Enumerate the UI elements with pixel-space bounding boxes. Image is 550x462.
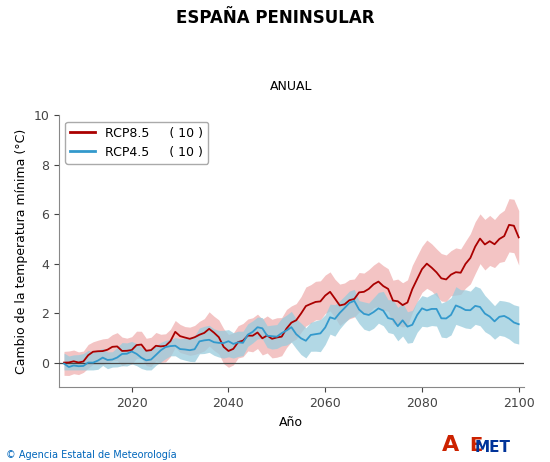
Text: © Agencia Estatal de Meteorología: © Agencia Estatal de Meteorología — [6, 449, 176, 460]
X-axis label: Año: Año — [279, 415, 304, 429]
Legend: RCP8.5     ( 10 ), RCP4.5     ( 10 ): RCP8.5 ( 10 ), RCP4.5 ( 10 ) — [65, 122, 208, 164]
Text: ESPAÑA PENINSULAR: ESPAÑA PENINSULAR — [176, 9, 374, 27]
Y-axis label: Cambio de la temperatura mínima (°C): Cambio de la temperatura mínima (°C) — [15, 128, 28, 374]
Text: E: E — [469, 436, 482, 455]
Text: MET: MET — [474, 440, 510, 455]
Text: A: A — [442, 435, 460, 455]
Title: ANUAL: ANUAL — [270, 80, 312, 93]
